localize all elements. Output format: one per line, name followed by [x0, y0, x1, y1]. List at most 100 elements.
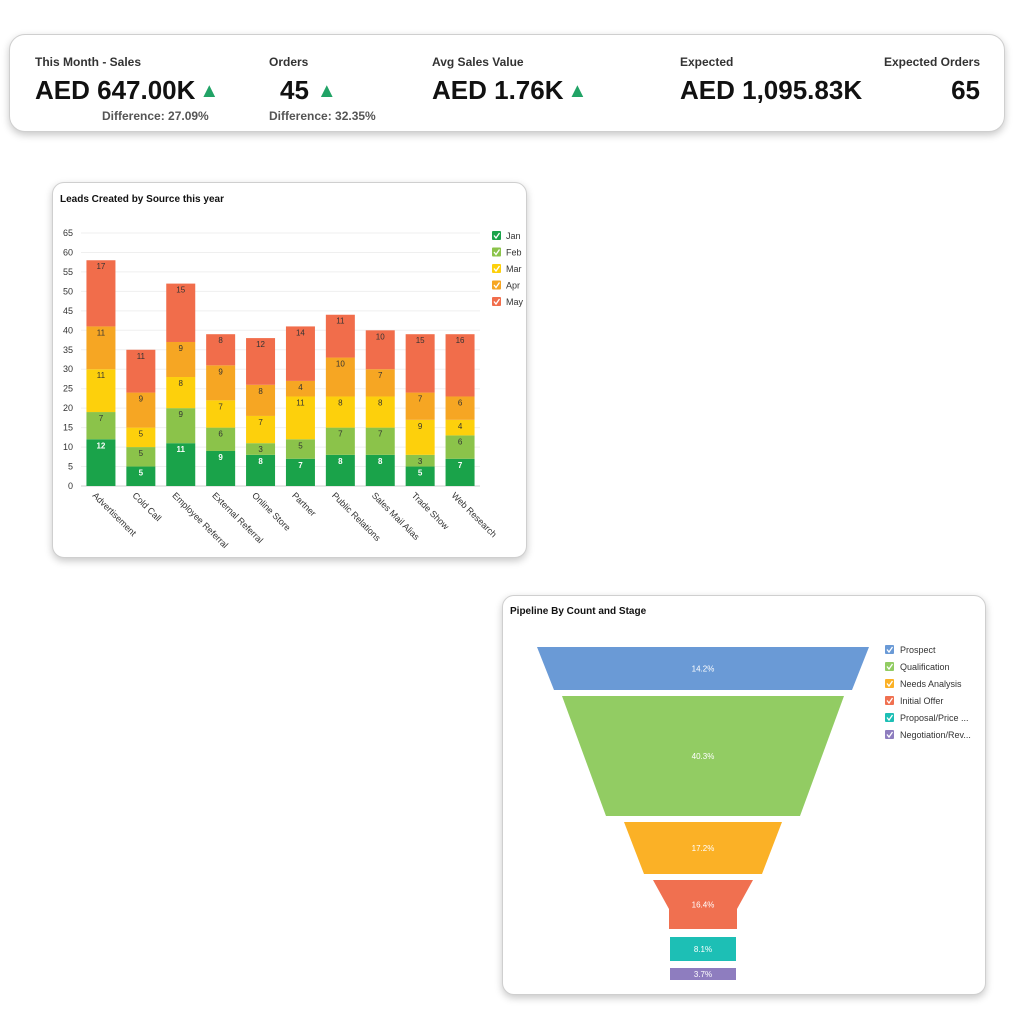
- kpi-difference: Difference: 27.09%: [102, 109, 209, 123]
- data-label: 5: [139, 430, 144, 439]
- legend-label: May: [506, 297, 524, 307]
- bar-segment: [86, 412, 116, 440]
- data-label: 17: [96, 262, 105, 271]
- legend-label: Prospect: [900, 645, 936, 655]
- data-label: 5: [139, 449, 144, 458]
- data-label: 8.1%: [694, 945, 712, 954]
- kpi-summary-card: This Month - Sales AED 647.00K ▲ Differe…: [9, 34, 1005, 132]
- data-label: 11: [336, 317, 345, 326]
- legend-swatch: [885, 696, 894, 705]
- data-label: 4: [458, 422, 463, 431]
- data-label: 11: [137, 352, 146, 361]
- data-label: 9: [139, 395, 144, 404]
- legend-label: Needs Analysis: [900, 679, 962, 689]
- legend-label: Negotiation/Rev...: [900, 730, 971, 740]
- data-label: 7: [378, 371, 383, 380]
- data-label: 7: [258, 418, 263, 427]
- data-label: 8: [179, 379, 184, 388]
- kpi-value: 45: [280, 75, 309, 105]
- kpi-label: This Month - Sales: [35, 55, 142, 69]
- data-label: 9: [218, 367, 223, 376]
- data-label: 3: [258, 445, 263, 454]
- data-label: 3.7%: [694, 970, 712, 979]
- x-tick-label: Partner: [290, 490, 318, 518]
- x-tick-label: Web Research: [450, 490, 499, 539]
- bar-segment: [445, 435, 475, 459]
- y-tick-label: 20: [63, 403, 73, 413]
- bar-segment: [246, 454, 276, 486]
- bar-segment: [166, 283, 196, 342]
- bar-segment: [325, 314, 355, 358]
- data-label: 7: [458, 461, 463, 470]
- data-label: 8: [258, 387, 263, 396]
- checkbox-check-icon: [886, 697, 894, 705]
- kpi-label: Expected Orders: [883, 55, 980, 69]
- funnel-segment: [562, 696, 844, 816]
- y-tick-label: 15: [63, 423, 73, 433]
- trend-up-icon: ▲: [567, 79, 588, 102]
- bar-segment: [86, 439, 116, 486]
- bar-segment: [126, 466, 156, 486]
- data-label: 12: [256, 340, 265, 349]
- legend-label: Mar: [506, 264, 522, 274]
- bar-segment: [246, 415, 276, 444]
- y-tick-label: 45: [63, 306, 73, 316]
- data-label: 40.3%: [692, 752, 715, 761]
- data-label: 3: [418, 457, 423, 466]
- kpi-value: AED 1,095.83K: [680, 75, 863, 105]
- bar-segment: [405, 454, 435, 467]
- bar-segment: [126, 392, 156, 428]
- checkbox-check-icon: [493, 282, 501, 289]
- data-label: 9: [418, 422, 423, 431]
- legend-label: Apr: [506, 281, 520, 291]
- funnel-segment: [653, 880, 753, 929]
- kpi-value: AED 1.76K: [432, 75, 564, 105]
- bar-segment: [206, 334, 236, 366]
- funnel-segment: [670, 937, 736, 961]
- bar-segment: [445, 396, 475, 420]
- funnel-segment: [537, 647, 869, 690]
- legend-swatch: [885, 679, 894, 688]
- x-tick-label: Cold Call: [130, 490, 163, 523]
- y-tick-label: 30: [63, 364, 73, 374]
- data-label: 16: [456, 336, 465, 345]
- checkbox-check-icon: [886, 680, 894, 688]
- legend-swatch: [885, 730, 894, 739]
- checkbox-check-icon: [886, 714, 894, 722]
- bar-segment: [206, 427, 236, 451]
- data-label: 9: [179, 344, 184, 353]
- legend-swatch: [885, 713, 894, 722]
- legend-label: Proposal/Price ...: [900, 713, 969, 723]
- legend-swatch: [492, 264, 501, 273]
- pipeline-card: Pipeline By Count and Stage 14.2% 40.3% 17…: [502, 595, 986, 995]
- data-label: 5: [298, 441, 303, 450]
- data-label: 17.2%: [692, 844, 715, 853]
- kpi-label: Avg Sales Value: [432, 55, 524, 69]
- data-label: 7: [418, 395, 423, 404]
- funnel-segment: [624, 822, 782, 874]
- legend-swatch: [492, 297, 501, 306]
- y-tick-label: 40: [63, 325, 73, 335]
- data-label: 7: [99, 414, 104, 423]
- legend-swatch: [885, 662, 894, 671]
- data-label: 7: [218, 402, 223, 411]
- bar-segment: [285, 380, 315, 397]
- bar-segment: [365, 427, 395, 455]
- kpi-difference: Difference: 32.35%: [269, 109, 376, 123]
- bar-segment: [166, 341, 196, 378]
- bar-segment: [325, 427, 355, 455]
- bar-segment: [445, 419, 475, 436]
- data-label: 7: [298, 461, 303, 470]
- legend-label: Jan: [506, 231, 521, 241]
- kpi-expected: Expected AED 1,095.83K: [680, 55, 862, 106]
- bar-segment: [206, 400, 236, 428]
- data-label: 4: [298, 383, 303, 392]
- data-label: 8: [338, 457, 343, 466]
- bar-segment: [365, 330, 395, 370]
- data-label: 9: [218, 453, 223, 462]
- data-label: 8: [218, 336, 223, 345]
- bar-segment: [126, 447, 156, 467]
- kpi-avg-sales-value: Avg Sales Value AED 1.76K ▲: [432, 55, 587, 106]
- data-label: 5: [418, 469, 423, 478]
- data-label: 8: [378, 398, 383, 407]
